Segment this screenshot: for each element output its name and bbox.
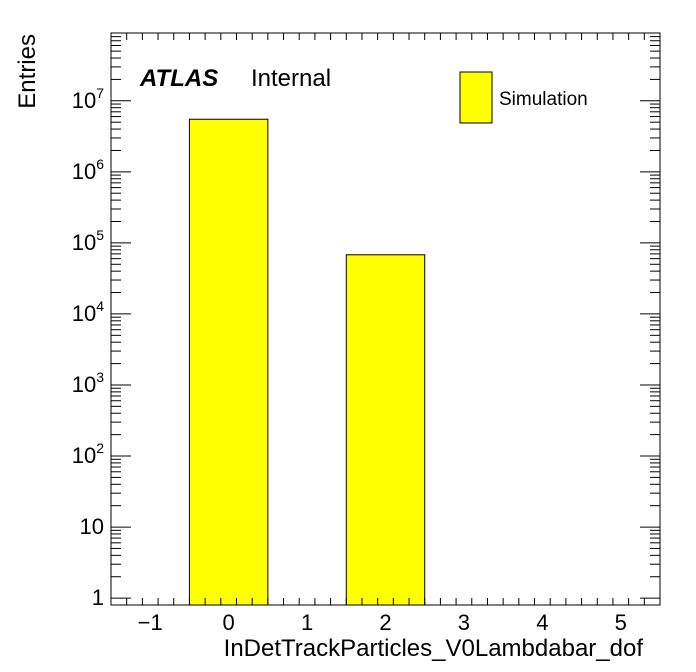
y-axis-title: Entries	[14, 34, 41, 109]
x-tick-label: −1	[138, 610, 163, 635]
x-axis-title: InDetTrackParticles_V0Lambdabar_dof	[224, 635, 644, 662]
x-tick-label: 5	[615, 610, 627, 635]
internal-label: Internal	[251, 65, 331, 92]
x-tick-label: 2	[379, 610, 391, 635]
y-tick-label: 103	[72, 369, 104, 397]
x-tick-label: 1	[301, 610, 313, 635]
y-tick-label: 104	[72, 298, 104, 326]
bar-bin-0	[188, 118, 269, 606]
ticks-group	[110, 32, 661, 605]
legend-label: Simulation	[499, 89, 588, 110]
x-tick-label: 3	[458, 610, 470, 635]
y-tick-label: 106	[72, 156, 104, 184]
tick-labels-group: −1 0 1 2 3 4 5 1 10 102 103 104 105 106 107	[72, 85, 627, 635]
y-tick-label: 1	[92, 585, 104, 610]
legend-swatch	[459, 71, 493, 124]
y-tick-label: 107	[72, 85, 104, 113]
atlas-label: ATLAS	[139, 65, 218, 92]
bar-bin-1	[345, 254, 426, 606]
bars-group	[188, 118, 426, 606]
x-tick-label: 0	[223, 610, 235, 635]
y-tick-label: 10	[80, 514, 104, 539]
x-tick-label: 4	[536, 610, 548, 635]
y-tick-label: 102	[72, 440, 104, 468]
y-tick-label: 105	[72, 227, 104, 255]
